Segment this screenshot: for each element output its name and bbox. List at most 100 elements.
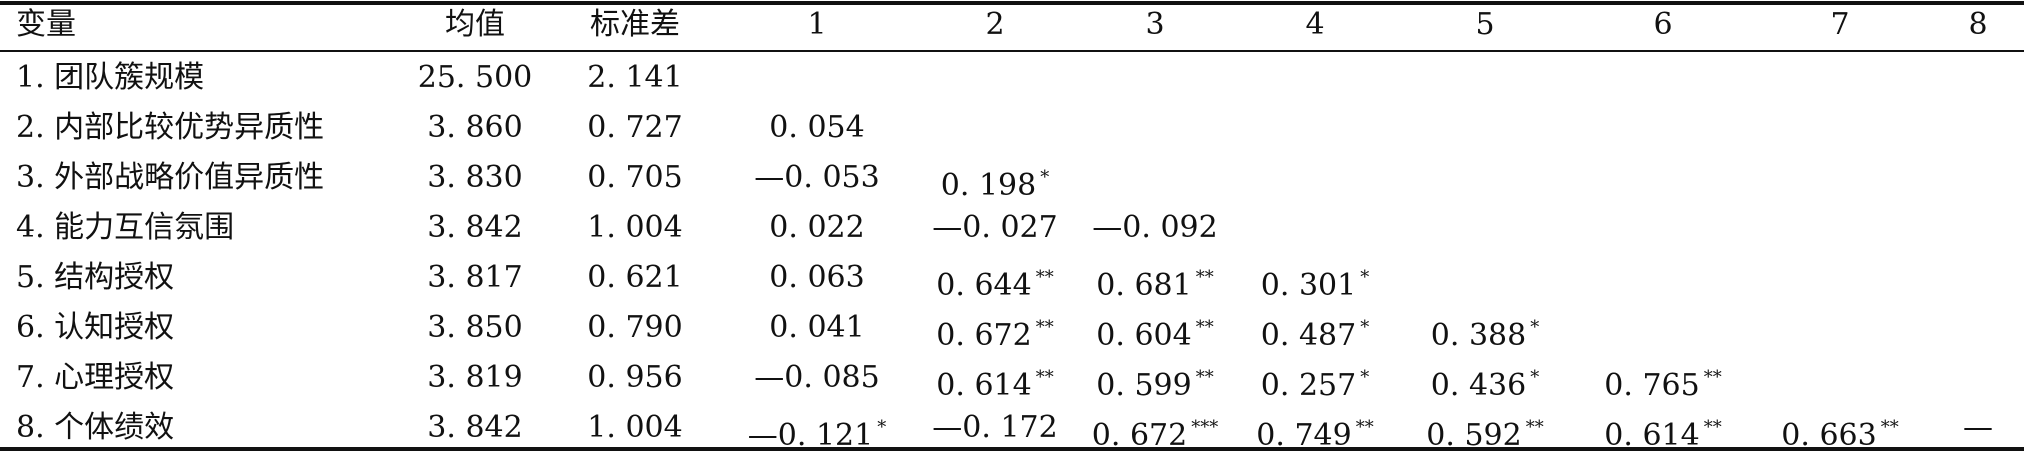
header-rule [0, 50, 2024, 52]
column-header-mean: 均值 [445, 7, 505, 42]
sd-value: 2. 141 [587, 60, 683, 95]
significance-marker: ** [1355, 417, 1374, 438]
correlation-value: 0. 604 [1096, 318, 1192, 353]
correlation-value: 0. 614 [1604, 418, 1700, 453]
column-header-1: 1 [807, 7, 827, 42]
mean-value: 3. 842 [427, 410, 523, 445]
row-label: 7. 心理授权 [16, 360, 175, 395]
table-row: 7. 心理授权 3. 819 0. 956 —0. 085 0. 614 ** 0. 599… [0, 353, 2024, 403]
significance-marker: ** [1195, 367, 1214, 388]
column-header-6: 6 [1653, 7, 1673, 42]
column-header-8: 8 [1968, 7, 1988, 42]
correlation-value: —0. 053 [754, 160, 880, 195]
mean-value: 3. 842 [427, 210, 523, 245]
table-row: 1. 团队簇规模 25. 500 2. 141 [0, 53, 2024, 103]
sd-value: 0. 790 [587, 310, 683, 345]
correlation-cell: — [1878, 403, 2024, 453]
correlation-value: 0. 257 [1260, 368, 1357, 403]
correlation-value: 0. 672 [1091, 418, 1188, 453]
row-label: 5. 结构授权 [16, 260, 175, 295]
top-rule [0, 1, 2024, 5]
correlation-value: 0. 054 [769, 110, 865, 145]
sd-value: 0. 621 [587, 260, 683, 295]
correlation-value: 0. 022 [769, 210, 865, 245]
table-row: 8. 个体绩效 3. 842 1. 004 —0. 121 * —0. 172 0. 672… [0, 403, 2024, 453]
correlation-value: 0. 198 [940, 168, 1037, 203]
correlation-value: 0. 681 [1096, 268, 1192, 303]
significance-marker: ** [1035, 367, 1054, 388]
correlation-cell: —0. 085 [717, 353, 917, 403]
correlation-cell: —0. 092 [1055, 203, 1255, 253]
table-row: 4. 能力互信氛围 3. 842 1. 004 0. 022 —0. 027 —0. 09… [0, 203, 2024, 253]
correlation-value: 0. 765 [1604, 368, 1700, 403]
bottom-rule [0, 447, 2024, 451]
sd-value: 1. 004 [587, 210, 683, 245]
significance-marker: *** [1191, 417, 1219, 438]
correlation-cell: 0. 672 ** [895, 303, 1095, 353]
correlation-cell: 0. 487 * [1215, 303, 1415, 353]
correlation-cell: 0. 041 [717, 303, 917, 353]
correlation-cell: 0. 599 ** [1055, 353, 1255, 403]
row-label: 3. 外部战略价值异质性 [16, 160, 325, 195]
column-header-5: 5 [1475, 7, 1495, 42]
mean-value: 25. 500 [417, 60, 533, 95]
mean-value: 3. 819 [427, 360, 523, 395]
significance-marker: * [877, 417, 887, 438]
correlation-value: 0. 672 [936, 318, 1032, 353]
correlation-value: 0. 599 [1096, 368, 1192, 403]
correlation-cell: —0. 053 [717, 153, 917, 203]
correlation-value: 0. 487 [1260, 318, 1357, 353]
correlation-value: 0. 063 [769, 260, 865, 295]
row-label: 2. 内部比较优势异质性 [16, 110, 325, 145]
column-header-3: 3 [1145, 7, 1165, 42]
mean-value: 3. 860 [427, 110, 523, 145]
correlation-value: —0. 092 [1092, 210, 1218, 245]
mean-value: 3. 850 [427, 310, 523, 345]
table-row: 5. 结构授权 3. 817 0. 621 0. 063 0. 644 ** 0. 681 *… [0, 253, 2024, 303]
correlation-value: 0. 041 [769, 310, 865, 345]
correlation-cell: 0. 198 * [895, 153, 1095, 203]
correlation-value: 0. 614 [936, 368, 1032, 403]
correlation-value: 0. 663 [1781, 418, 1877, 453]
correlation-value: 0. 644 [936, 268, 1032, 303]
correlation-cell: 0. 749 ** [1215, 403, 1415, 453]
correlation-cell: 0. 604 ** [1055, 303, 1255, 353]
mean-value: 3. 830 [427, 160, 523, 195]
sd-value: 0. 956 [587, 360, 683, 395]
header-row: 变量 均值 标准差 1 2 3 4 5 6 7 8 [0, 0, 2024, 50]
significance-marker: * [1530, 367, 1540, 388]
sd-value: 0. 727 [587, 110, 683, 145]
correlation-cell: 0. 257 * [1215, 353, 1415, 403]
row-label: 4. 能力互信氛围 [16, 210, 235, 245]
table-row: 3. 外部战略价值异质性 3. 830 0. 705 —0. 053 0. 198 * [0, 153, 2024, 203]
significance-marker: ** [1880, 417, 1899, 438]
table-row: 6. 认知授权 3. 850 0. 790 0. 041 0. 672 ** 0. 604 *… [0, 303, 2024, 353]
column-header-sd: 标准差 [590, 7, 680, 42]
column-header-2: 2 [985, 7, 1005, 42]
correlation-cell: 0. 388 * [1385, 303, 1585, 353]
correlation-cell: 0. 614 ** [1563, 403, 1763, 453]
correlation-cell: —0. 172 [895, 403, 1095, 453]
correlation-cell: 0. 063 [717, 253, 917, 303]
table-row: 2. 内部比较优势异质性 3. 860 0. 727 0. 054 [0, 103, 2024, 153]
column-header-7: 7 [1830, 7, 1850, 42]
correlation-value: 0. 388 [1430, 318, 1527, 353]
significance-marker: * [1360, 317, 1370, 338]
significance-marker: ** [1035, 267, 1054, 288]
correlation-value: —0. 085 [754, 360, 880, 395]
significance-marker: * [1360, 367, 1370, 388]
correlation-cell: 0. 663 ** [1740, 403, 1940, 453]
row-label: 6. 认知授权 [16, 310, 175, 345]
correlation-cell: 0. 644 ** [895, 253, 1095, 303]
correlation-value: —0. 121 [747, 418, 874, 453]
sd-value: 0. 705 [587, 160, 683, 195]
significance-marker: ** [1195, 267, 1214, 288]
correlation-value: —0. 172 [932, 410, 1058, 445]
correlation-value: 0. 436 [1430, 368, 1527, 403]
mean-value: 3. 817 [427, 260, 523, 295]
significance-marker: ** [1195, 317, 1214, 338]
correlation-value: — [1963, 410, 1993, 445]
significance-marker: ** [1525, 417, 1544, 438]
correlation-cell: 0. 301 * [1215, 253, 1415, 303]
